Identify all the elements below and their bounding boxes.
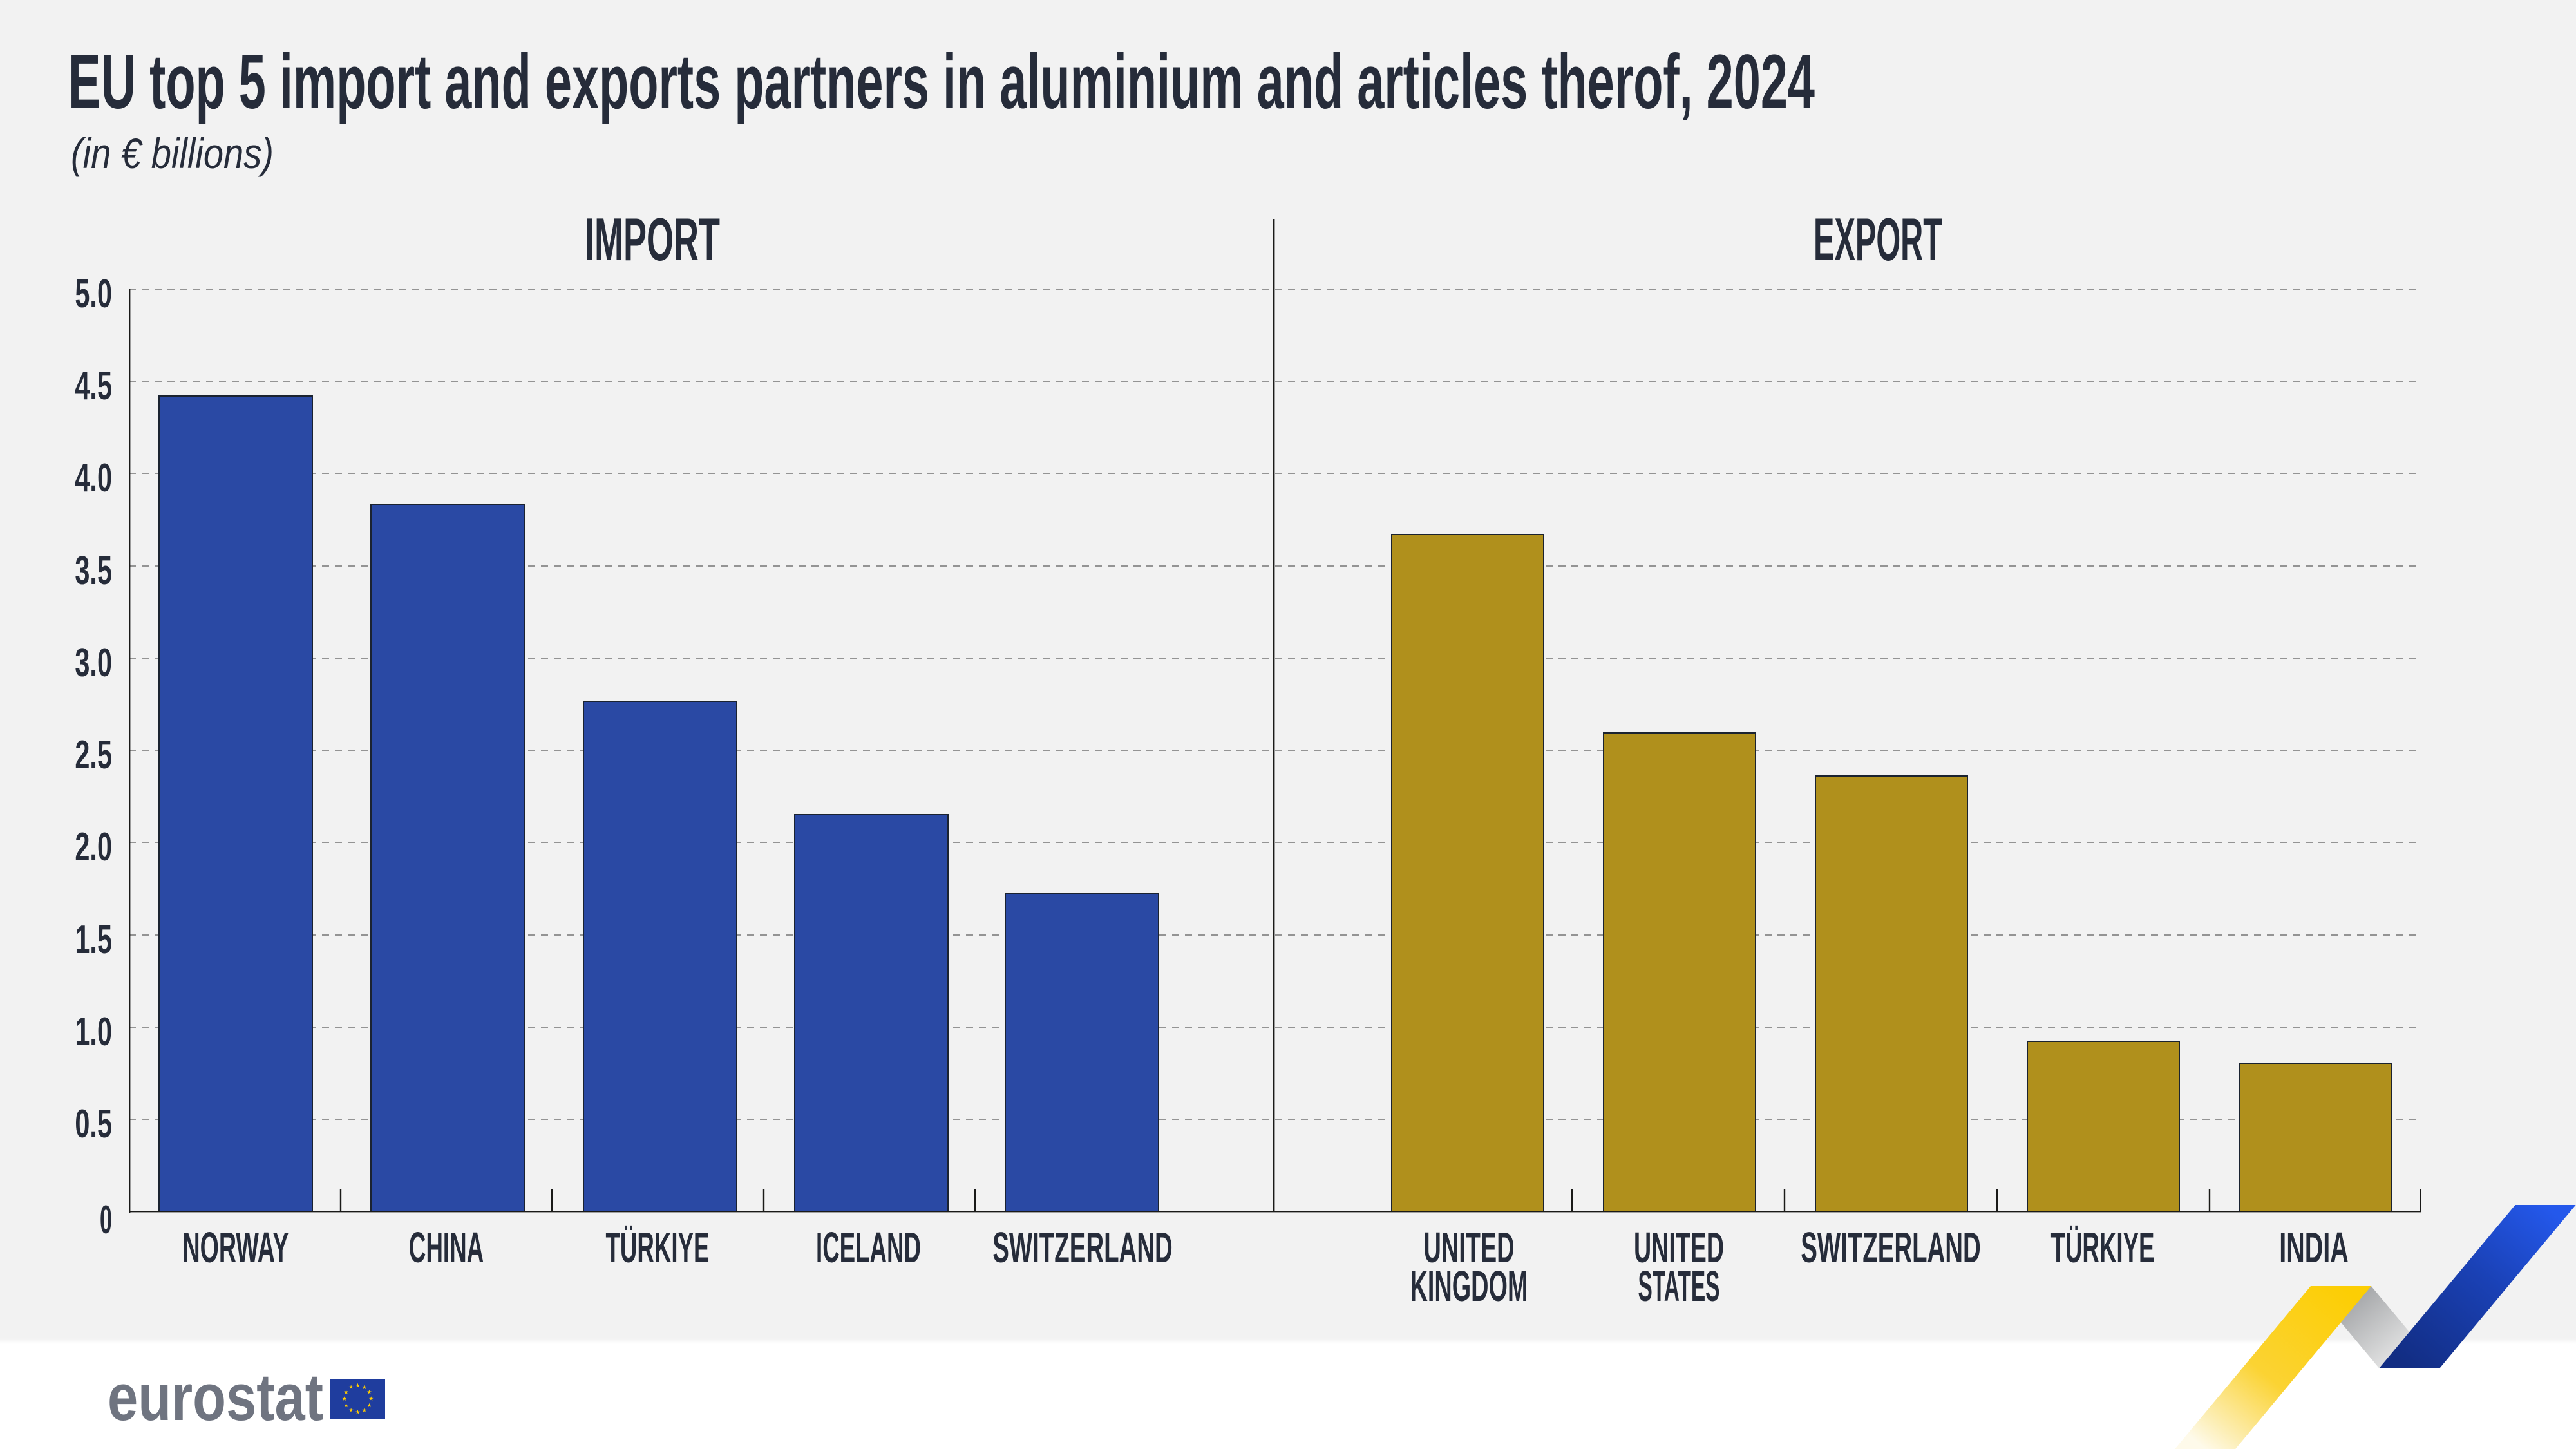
svg-text:4.0: 4.0	[75, 455, 112, 500]
svg-text:0: 0	[100, 1197, 112, 1242]
svg-text:SWITZERLAND: SWITZERLAND	[992, 1224, 1173, 1272]
svg-text:EXPORT: EXPORT	[1814, 205, 1942, 273]
svg-text:NORWAY: NORWAY	[183, 1224, 289, 1272]
svg-text:1.5: 1.5	[75, 917, 112, 962]
svg-text:STATES: STATES	[1638, 1262, 1720, 1311]
svg-text:ICELAND: ICELAND	[816, 1224, 921, 1272]
svg-text:2.5: 2.5	[75, 732, 112, 777]
svg-text:INDIA: INDIA	[2279, 1224, 2349, 1272]
svg-text:TÜRKIYE: TÜRKIYE	[606, 1224, 710, 1272]
svg-text:5.0: 5.0	[75, 271, 112, 316]
svg-text:0.5: 0.5	[75, 1101, 112, 1146]
svg-text:3.0: 3.0	[75, 640, 112, 685]
svg-text:4.5: 4.5	[75, 363, 112, 408]
svg-text:TÜRKIYE: TÜRKIYE	[2051, 1224, 2155, 1272]
svg-text:SWITZERLAND: SWITZERLAND	[1801, 1224, 1981, 1272]
svg-text:UNITED: UNITED	[1634, 1224, 1724, 1272]
svg-text:IMPORT: IMPORT	[585, 205, 720, 273]
svg-text:UNITED: UNITED	[1424, 1224, 1515, 1272]
svg-text:1.0: 1.0	[75, 1009, 112, 1054]
svg-text:eurostat: eurostat	[108, 1360, 323, 1434]
svg-text:2.0: 2.0	[75, 824, 112, 869]
svg-text:3.5: 3.5	[75, 548, 112, 593]
svg-text:(in € billions): (in € billions)	[71, 129, 274, 177]
svg-text:EU top 5 import and exports pa: EU top 5 import and exports partners in …	[68, 39, 1815, 125]
svg-text:CHINA: CHINA	[409, 1224, 484, 1272]
svg-text:KINGDOM: KINGDOM	[1410, 1262, 1528, 1311]
